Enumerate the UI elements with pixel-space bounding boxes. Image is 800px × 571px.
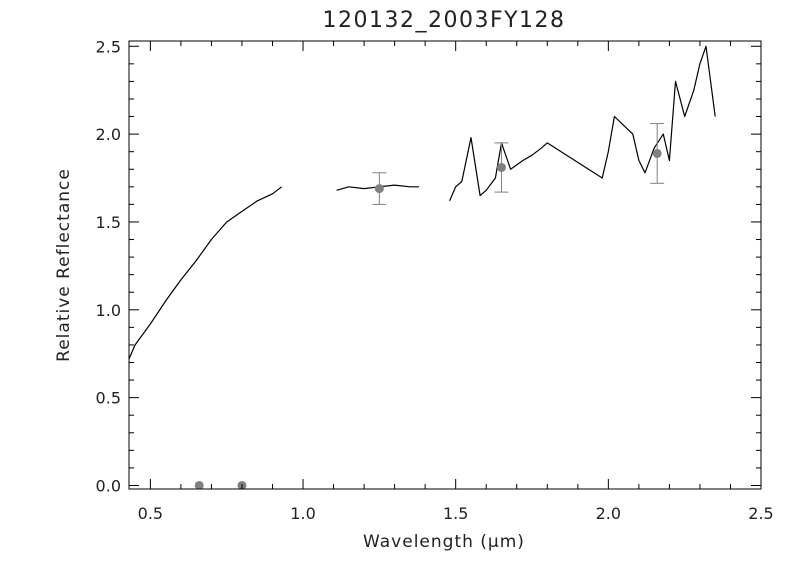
x-tick-label: 2.0	[596, 504, 621, 523]
y-tick-label: 1.0	[96, 301, 121, 320]
x-tick-label: 1.0	[290, 504, 315, 523]
y-axis-label: Relative Reflectance	[54, 168, 74, 362]
y-tick-label: 2.5	[96, 37, 121, 56]
photometry-point	[194, 480, 204, 489]
y-tick-label: 1.5	[96, 213, 121, 232]
y-tick-label: 0.0	[96, 476, 121, 495]
spectrum-line-segment	[129, 186, 283, 360]
y-tick-label: 2.0	[96, 125, 121, 144]
ticks-layer: 0.5 1.0 1.5 2.0 2.5 0.0 0.5 1.0 1.5 2.0 2.5	[96, 37, 774, 523]
x-tick-label: 0.5	[138, 504, 163, 523]
x-tick-label: 2.5	[748, 504, 773, 523]
photometry-point	[496, 162, 506, 172]
spectrum-line-segment	[449, 45, 716, 202]
data-layer	[129, 45, 716, 489]
photometry-point	[652, 148, 662, 158]
chart-title: 120132_2003FY128	[322, 8, 565, 33]
x-axis-label: Wavelength (μm)	[363, 532, 525, 552]
y-tick-label: 0.5	[96, 389, 121, 408]
x-tick-label: 1.5	[443, 504, 468, 523]
plot-frame	[128, 40, 762, 490]
photometry-point	[374, 184, 384, 194]
